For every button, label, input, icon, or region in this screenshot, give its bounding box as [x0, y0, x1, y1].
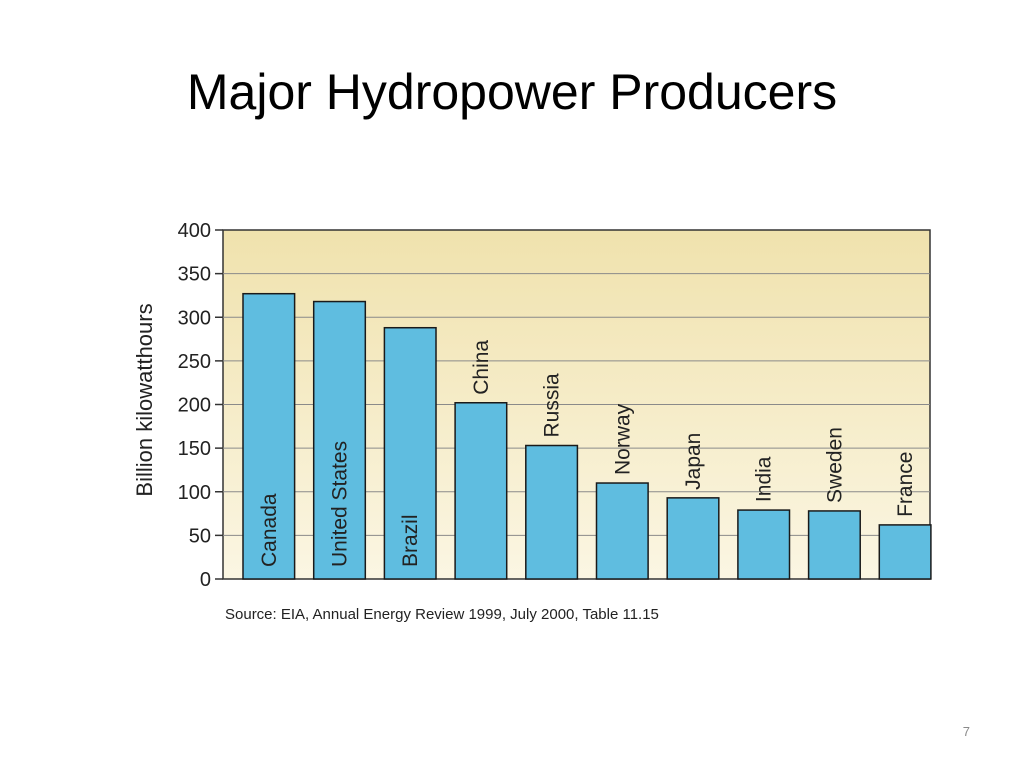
bar-russia	[525, 444, 579, 580]
y-tick-label: 350	[178, 264, 211, 286]
category-label: Sweden	[823, 427, 846, 503]
y-axis-label: Billion kilowatthours	[132, 303, 157, 496]
y-tick-label: 200	[178, 395, 211, 417]
category-label: Canada	[258, 493, 281, 567]
y-tick-label: 0	[200, 569, 211, 591]
bar-united-states	[312, 300, 367, 580]
category-label: Japan	[682, 433, 705, 490]
bars: Canada United States Brazil China Russia Norw…	[242, 292, 932, 580]
source-note: Source: EIA, Annual Energy Review 1999, …	[225, 606, 659, 623]
category-label: Norway	[611, 403, 634, 475]
bar-sweden	[807, 510, 861, 580]
bar-brazil	[383, 326, 437, 580]
y-tick-label: 400	[178, 220, 211, 242]
bar-canada	[242, 292, 296, 580]
y-tick-label: 100	[178, 482, 211, 504]
slide-title: Major Hydropower Producers	[186, 64, 838, 120]
bar-norway	[595, 482, 649, 580]
y-axis-ticks: 0 50 100 150 200 250 300 350 400	[178, 220, 223, 591]
y-tick-label: 300	[178, 307, 211, 329]
y-tick-label: 150	[178, 438, 211, 460]
bar-india	[737, 509, 791, 580]
category-label: Brazil	[399, 514, 422, 567]
bar-china	[454, 402, 508, 580]
bar-japan	[666, 497, 720, 580]
page-number: 7	[962, 724, 970, 739]
y-tick-label: 250	[178, 351, 211, 373]
category-label: India	[753, 456, 776, 502]
y-tick-label: 50	[189, 525, 211, 547]
bar-france	[878, 524, 932, 580]
category-label: United States	[329, 441, 352, 567]
category-label: China	[470, 340, 493, 395]
category-label: Russia	[541, 373, 564, 438]
category-label: France	[894, 452, 917, 517]
